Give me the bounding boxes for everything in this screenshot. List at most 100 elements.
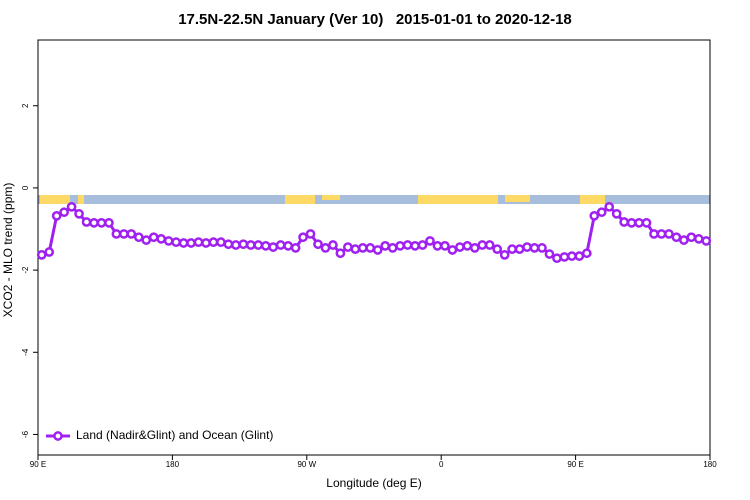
data-point bbox=[634, 217, 644, 228]
data-point bbox=[425, 236, 435, 246]
data-point bbox=[619, 217, 629, 227]
data-point bbox=[477, 240, 488, 250]
data-point bbox=[522, 242, 532, 252]
data-point bbox=[641, 217, 652, 228]
data-point bbox=[313, 239, 323, 250]
data-point bbox=[596, 207, 607, 218]
land-patch bbox=[505, 195, 530, 202]
data-point bbox=[253, 240, 264, 250]
data-point bbox=[507, 244, 517, 254]
data-point bbox=[260, 241, 271, 251]
legend-label: Land (Nadir&Glint) and Ocean (Glint) bbox=[76, 428, 273, 442]
data-point bbox=[559, 252, 570, 262]
y-tick-label: -6 bbox=[21, 430, 30, 438]
data-point bbox=[686, 232, 697, 243]
data-point bbox=[96, 217, 107, 228]
data-point bbox=[335, 248, 346, 259]
plot-frame bbox=[37, 39, 711, 456]
data-point bbox=[589, 211, 600, 221]
land-patch bbox=[580, 195, 605, 204]
data-point bbox=[305, 229, 316, 239]
y-tick-label: -4 bbox=[21, 348, 30, 356]
data-point bbox=[238, 239, 249, 250]
data-point bbox=[537, 243, 547, 253]
data-point bbox=[402, 240, 413, 250]
land-patch bbox=[418, 195, 498, 204]
y-tick-label: -2 bbox=[21, 266, 30, 274]
x-tick-label: 90 W bbox=[297, 460, 316, 469]
data-point bbox=[574, 251, 585, 261]
data-point bbox=[298, 232, 308, 243]
data-point bbox=[133, 232, 144, 243]
data-point bbox=[268, 242, 279, 252]
data-point bbox=[36, 250, 47, 260]
data-point bbox=[44, 247, 55, 257]
data-point bbox=[701, 236, 712, 246]
data-point bbox=[417, 240, 428, 250]
data-point bbox=[290, 243, 301, 253]
data-point bbox=[492, 244, 503, 254]
data-point bbox=[223, 239, 234, 250]
data-point bbox=[104, 217, 114, 228]
y-tick-label: 0 bbox=[21, 185, 30, 190]
data-point bbox=[380, 241, 391, 251]
data-point bbox=[119, 229, 129, 239]
x-tick-label: 180 bbox=[166, 460, 180, 469]
data-point bbox=[440, 241, 450, 251]
data-point bbox=[484, 240, 495, 250]
data-point bbox=[245, 240, 256, 250]
data-point bbox=[66, 201, 77, 212]
data-point bbox=[626, 217, 637, 228]
data-point bbox=[693, 234, 704, 244]
data-point bbox=[163, 236, 174, 246]
data-point bbox=[148, 232, 159, 243]
data-point bbox=[372, 245, 383, 255]
data-point bbox=[656, 229, 667, 239]
y-tick-label: 2 bbox=[21, 103, 30, 108]
data-point bbox=[387, 243, 398, 253]
data-point bbox=[328, 240, 338, 250]
data-point bbox=[74, 208, 84, 219]
data-point bbox=[193, 237, 204, 248]
data-point bbox=[283, 241, 293, 251]
data-point bbox=[447, 245, 458, 255]
data-point bbox=[81, 217, 92, 227]
data-point bbox=[552, 253, 562, 264]
data-point bbox=[59, 207, 69, 218]
data-point bbox=[664, 229, 674, 239]
data-point bbox=[350, 244, 361, 254]
data-point bbox=[611, 208, 622, 219]
data-point bbox=[529, 243, 540, 253]
legend-marker bbox=[53, 431, 63, 441]
data-point bbox=[432, 241, 443, 251]
data-point bbox=[89, 217, 99, 228]
data-point bbox=[171, 237, 181, 248]
land-patch bbox=[40, 195, 70, 204]
data-point bbox=[671, 232, 682, 243]
data-point bbox=[455, 242, 465, 252]
data-point bbox=[201, 238, 211, 248]
x-tick-label: 90 E bbox=[30, 460, 46, 469]
land-patch bbox=[285, 195, 315, 204]
data-point bbox=[410, 241, 420, 251]
land-patch bbox=[78, 195, 84, 204]
land-ocean-strip bbox=[38, 195, 710, 204]
data-point bbox=[544, 249, 555, 259]
ocean-band bbox=[38, 195, 710, 204]
data-point bbox=[343, 242, 353, 252]
data-point bbox=[581, 248, 592, 259]
land-patch bbox=[322, 195, 340, 200]
data-point bbox=[275, 240, 286, 250]
data-point bbox=[178, 238, 189, 248]
data-point bbox=[679, 235, 689, 245]
data-point bbox=[320, 243, 331, 253]
data-point bbox=[186, 238, 196, 248]
data-point bbox=[126, 229, 137, 239]
y-axis-label: XCO2 - MLO trend (ppm) bbox=[1, 183, 15, 318]
data-point bbox=[208, 237, 219, 248]
data-point bbox=[141, 235, 152, 245]
x-tick-label: 90 E bbox=[567, 460, 583, 469]
data-point bbox=[499, 250, 510, 260]
data-point bbox=[469, 243, 480, 253]
